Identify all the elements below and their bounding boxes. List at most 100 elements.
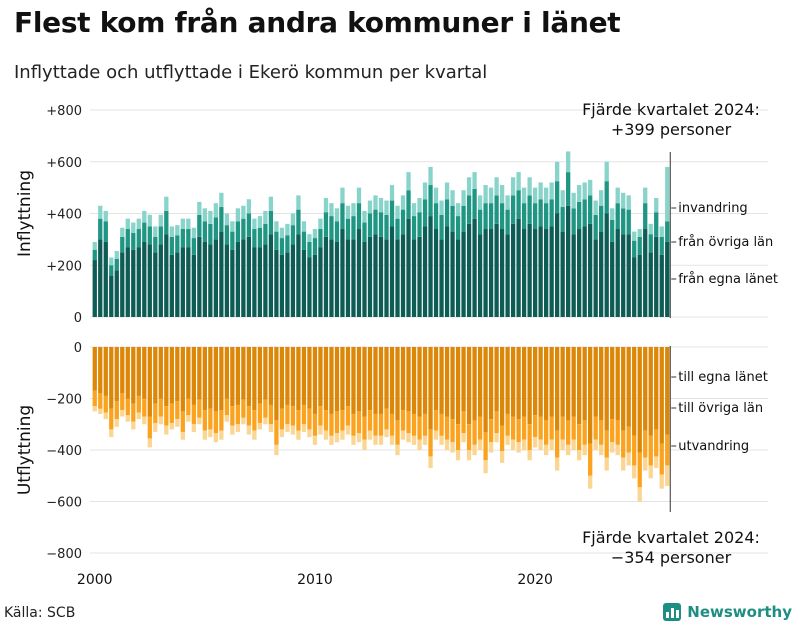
bar-segment	[235, 347, 241, 405]
bar-segment	[483, 203, 488, 230]
bar-segment	[230, 425, 235, 435]
bar-segment	[411, 347, 417, 414]
bar-segment	[274, 221, 279, 232]
bar-segment	[571, 347, 576, 417]
bar-segment	[532, 415, 538, 438]
bar-segment	[356, 187, 362, 204]
bar-segment	[257, 403, 263, 423]
chart-subtitle: Inflyttade och utflyttade i Ekerö kommun…	[14, 62, 488, 83]
bar-segment	[648, 347, 653, 436]
bar-segment	[202, 410, 207, 431]
bar-segment	[109, 275, 114, 317]
y-tick-label: 0	[74, 311, 82, 326]
bar-segment	[120, 393, 125, 411]
bar-segment	[665, 241, 670, 317]
bar-segment	[643, 203, 648, 230]
bar-segment	[582, 444, 587, 456]
y-tick-label: −600	[46, 496, 82, 511]
bar-segment	[202, 430, 207, 440]
bar-segment	[521, 439, 527, 450]
bar-segment	[472, 420, 477, 445]
bar-segment	[544, 347, 549, 421]
bar-segment	[334, 241, 340, 317]
bar-segment	[241, 239, 246, 318]
bar-segment	[279, 408, 285, 430]
bar-segment	[147, 226, 152, 245]
bar-segment	[301, 424, 307, 432]
bar-segment	[274, 420, 279, 445]
bar-segment	[411, 413, 417, 436]
bar-segment	[588, 179, 593, 196]
bar-segment	[241, 205, 246, 219]
bar-segment	[538, 182, 543, 200]
bar-segment	[367, 213, 373, 237]
bar-segment	[142, 222, 147, 242]
bar-segment	[125, 347, 130, 399]
bar-segment	[571, 208, 576, 235]
bar-segment	[175, 419, 180, 427]
bar-segment	[351, 239, 356, 318]
bar-segment	[268, 210, 274, 235]
bar-segment	[131, 222, 136, 233]
bar-segment	[208, 429, 213, 438]
bar-segment	[521, 187, 527, 204]
bar-segment	[577, 450, 582, 461]
bar-segment	[472, 347, 477, 421]
bar-segment	[643, 347, 648, 431]
bar-segment	[632, 231, 637, 241]
bar-segment	[400, 410, 406, 431]
bar-segment	[329, 413, 334, 436]
bar-segment	[142, 210, 147, 223]
bar-segment	[367, 347, 373, 411]
bar-segment	[632, 257, 637, 317]
bar-segment	[142, 347, 147, 399]
bar-segment	[417, 439, 422, 450]
bar-segment	[643, 187, 648, 204]
bar-segment	[615, 203, 620, 230]
bar-segment	[147, 416, 152, 439]
bar-segment	[610, 442, 615, 453]
bar-segment	[301, 347, 307, 405]
bar-segment	[494, 347, 499, 412]
bar-segment	[290, 425, 296, 435]
bar-segment	[263, 223, 268, 245]
bar-segment	[340, 430, 345, 440]
bar-segment	[472, 444, 477, 456]
bar-segment	[665, 465, 670, 487]
bar-segment	[615, 444, 620, 456]
bar-segment	[131, 249, 136, 317]
bar-segment	[444, 199, 450, 227]
bar-segment	[384, 214, 389, 240]
bar-segment	[318, 406, 323, 426]
bar-segment	[494, 195, 499, 224]
bar-segment	[555, 161, 560, 182]
series-label: till egna länet	[678, 370, 768, 385]
bar-segment	[136, 412, 141, 420]
bar-segment	[345, 239, 351, 318]
bar-segment	[158, 244, 163, 317]
bar-segment	[158, 416, 163, 425]
bar-segment	[164, 406, 169, 426]
bar-segment	[648, 465, 653, 479]
bar-segment	[351, 216, 356, 240]
bar-segment	[334, 347, 340, 412]
bar-segment	[334, 411, 340, 434]
bar-segment	[246, 425, 252, 435]
bar-segment	[169, 254, 174, 317]
bar-segment	[263, 210, 268, 224]
bar-segment	[599, 347, 604, 421]
bar-segment	[219, 430, 224, 440]
bar-segment	[510, 439, 516, 450]
bar-segment	[114, 347, 119, 402]
bar-segment	[544, 187, 549, 204]
bar-segment	[98, 347, 103, 394]
bar-segment	[334, 433, 340, 443]
bar-segment	[499, 347, 505, 426]
bar-segment	[307, 429, 312, 438]
bar-segment	[180, 347, 185, 412]
bar-segment	[114, 251, 119, 259]
bar-segment	[582, 182, 587, 200]
bar-segment	[186, 398, 191, 416]
bar-segment	[488, 203, 494, 230]
bar-segment	[510, 347, 516, 417]
